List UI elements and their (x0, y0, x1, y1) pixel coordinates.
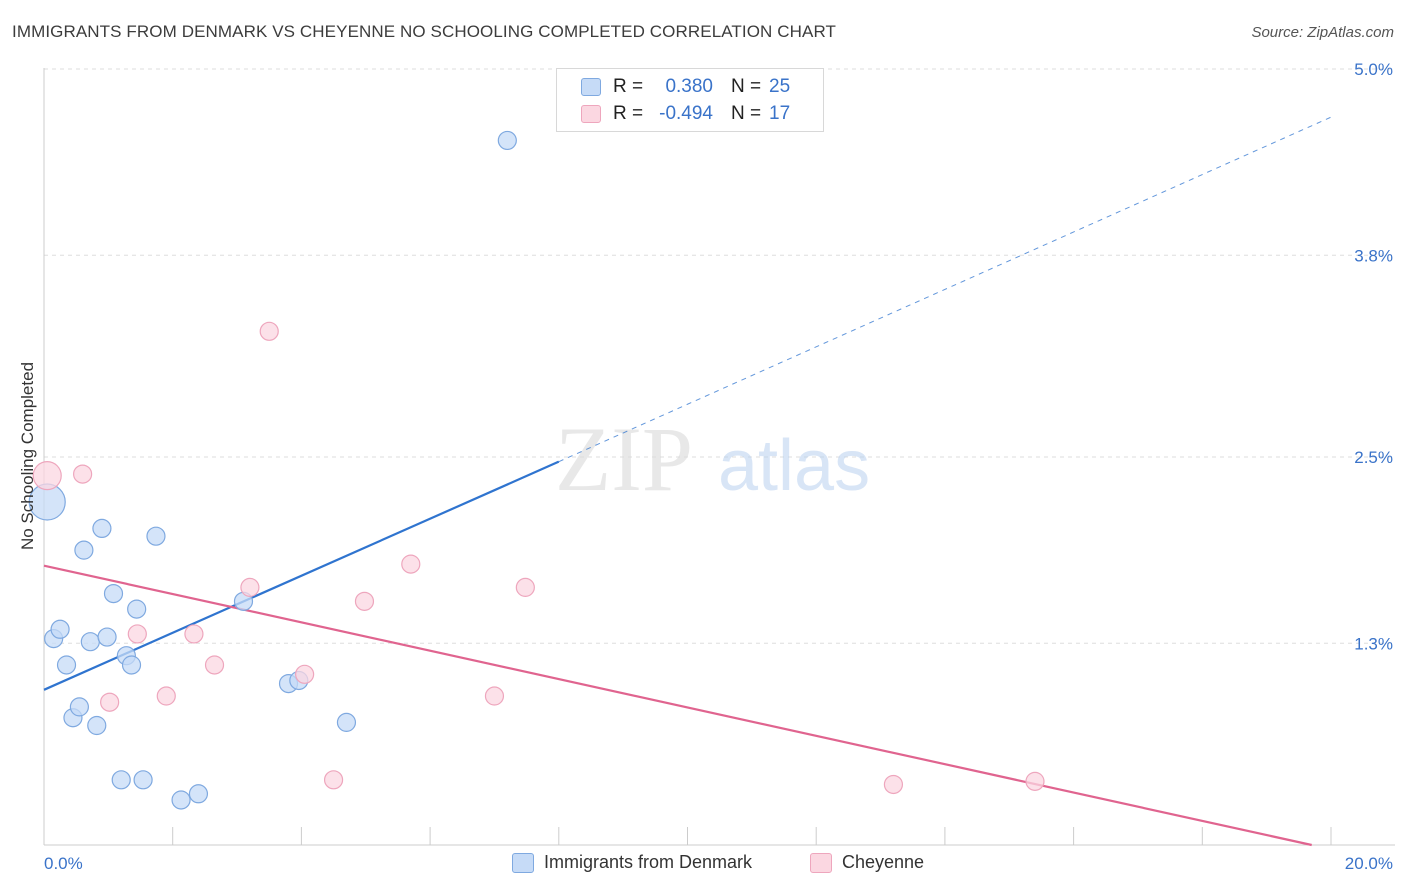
point-denmark (111, 770, 131, 790)
x-tick-label-min: 0.0% (44, 854, 83, 873)
r-label: R = (613, 76, 644, 97)
axes: 1.3% 2.5% 3.8% 5.0% (43, 60, 1395, 846)
stats-legend-row-cheyenne: R = -0.494 N = 17 (581, 102, 799, 126)
y-tick-label: 5.0% (1354, 60, 1393, 79)
point-cheyenne (295, 664, 315, 684)
point-cheyenne (354, 591, 375, 611)
point-denmark (171, 790, 191, 810)
point-denmark (121, 655, 142, 675)
point-denmark (103, 583, 124, 604)
grid-lines (44, 68, 1395, 644)
r-value: -0.494 (659, 103, 713, 124)
legend-swatch-blue (512, 852, 534, 873)
point-cheyenne (204, 655, 225, 675)
legend-item-denmark[interactable]: Immigrants from Denmark (512, 852, 752, 873)
trendline-denmark-extension (558, 116, 1332, 463)
point-denmark (188, 784, 209, 804)
y-axis-label: No Schooling Completed (18, 362, 37, 550)
point-cheyenne (323, 770, 344, 790)
point-denmark (146, 526, 166, 546)
point-cheyenne (127, 624, 147, 644)
watermark-zip: ZIP (555, 408, 693, 510)
legend-item-cheyenne[interactable]: Cheyenne (810, 852, 924, 873)
point-denmark (50, 619, 70, 639)
point-denmark (336, 712, 357, 732)
legend-label-denmark: Immigrants from Denmark (544, 852, 753, 872)
source-credit: Source: ZipAtlas.com (1251, 24, 1394, 41)
point-denmark (92, 518, 112, 539)
point-denmark (133, 770, 153, 790)
watermark-atlas: atlas (718, 426, 870, 506)
point-denmark (127, 599, 147, 619)
stats-legend-row-denmark: R = 0.380 N = 25 (581, 75, 799, 99)
point-denmark (74, 540, 94, 560)
y-tick-label: 1.3% (1354, 634, 1393, 653)
legend-swatch-pink (581, 105, 601, 123)
point-cheyenne (32, 461, 62, 491)
n-label: N = (731, 76, 762, 97)
data-points (28, 130, 1045, 810)
legend-swatch-blue (581, 78, 601, 96)
x-tick-label-max: 20.0% (1345, 854, 1393, 873)
n-value: 25 (769, 76, 791, 97)
point-cheyenne (240, 577, 260, 597)
legend-swatch-pink (810, 852, 832, 873)
r-label: R = (613, 103, 644, 124)
point-denmark (56, 655, 77, 675)
n-label: N = (731, 103, 762, 124)
series-legend: Immigrants from Denmark Cheyenne (0, 852, 1406, 878)
r-value: 0.380 (665, 76, 713, 97)
point-cheyenne (515, 577, 535, 597)
point-cheyenne (156, 686, 176, 706)
y-tick-label: 2.5% (1354, 448, 1393, 467)
point-cheyenne (73, 464, 93, 484)
point-cheyenne (1025, 771, 1045, 791)
trendline-cheyenne (43, 564, 1312, 847)
point-denmark (97, 627, 117, 647)
point-denmark (87, 715, 107, 736)
point-cheyenne (100, 692, 120, 712)
point-denmark (80, 632, 100, 652)
y-tick-label: 3.8% (1354, 246, 1393, 265)
point-cheyenne (883, 774, 904, 795)
n-value: 17 (769, 103, 791, 124)
point-cheyenne (184, 624, 204, 644)
chart-title: IMMIGRANTS FROM DENMARK VS CHEYENNE NO S… (12, 22, 836, 41)
point-denmark (497, 130, 517, 151)
legend-label-cheyenne: Cheyenne (842, 852, 925, 872)
point-cheyenne (484, 686, 505, 706)
stats-legend: R = 0.380 N = 25 R = -0.494 N = 17 (556, 68, 824, 132)
point-cheyenne (259, 321, 279, 341)
point-denmark (69, 697, 89, 717)
point-cheyenne (401, 554, 421, 574)
